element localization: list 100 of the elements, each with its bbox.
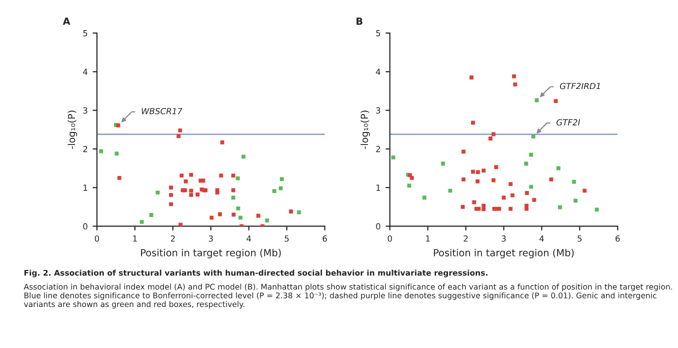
point — [410, 176, 414, 180]
point — [201, 178, 206, 183]
point — [265, 218, 270, 222]
point — [534, 98, 539, 102]
y-tick-label: 5 — [83, 30, 88, 36]
y-tick-label: 3 — [83, 107, 88, 114]
point — [391, 155, 396, 160]
point — [513, 82, 518, 86]
x-axis-title: Position in target region (Mb) — [141, 248, 281, 258]
point — [476, 206, 481, 211]
point — [114, 152, 119, 156]
point — [441, 162, 445, 166]
y-tick-label: 1 — [84, 184, 88, 191]
point — [529, 184, 534, 189]
point — [470, 76, 474, 80]
annotation: GTF2IRD1 — [560, 82, 600, 90]
point — [236, 206, 240, 210]
x-tick-label: 1 — [426, 235, 430, 242]
point — [117, 176, 122, 180]
chart-title: B — [356, 18, 362, 25]
point — [531, 134, 536, 139]
point — [180, 174, 184, 178]
point — [554, 99, 558, 104]
point — [218, 212, 222, 216]
point — [256, 214, 260, 218]
x-tick-label: 5 — [578, 235, 582, 242]
point — [176, 134, 181, 138]
point — [476, 179, 480, 184]
x-tick-label: 2 — [464, 235, 468, 242]
point — [215, 190, 220, 195]
point — [232, 212, 236, 217]
x-tick-label: 2 — [170, 235, 175, 242]
point — [532, 198, 536, 202]
point — [488, 136, 492, 140]
point — [116, 123, 120, 128]
point — [448, 188, 452, 193]
point — [184, 179, 188, 184]
point — [574, 198, 578, 203]
point — [140, 220, 144, 224]
point — [482, 168, 486, 173]
y-tick-label: 4 — [376, 68, 380, 75]
point — [476, 170, 480, 174]
point — [594, 208, 599, 212]
point — [494, 165, 498, 170]
point — [280, 177, 284, 182]
y-tick-label: 2 — [83, 146, 88, 152]
point — [549, 177, 554, 182]
point — [510, 193, 514, 198]
point — [289, 210, 293, 214]
y-tick-label: 4 — [83, 68, 88, 75]
point — [219, 174, 224, 178]
point — [556, 166, 560, 170]
point — [460, 204, 465, 209]
point — [508, 182, 513, 186]
point — [524, 206, 528, 211]
point — [462, 177, 466, 182]
point — [512, 74, 516, 78]
point — [210, 216, 214, 220]
point — [231, 174, 236, 178]
point — [238, 216, 242, 220]
point — [220, 140, 224, 144]
point — [482, 207, 486, 212]
y-tick-label: 0 — [376, 223, 380, 230]
y-axis-title: -log₁₀(P) — [360, 110, 370, 149]
point — [524, 162, 528, 166]
point — [169, 202, 173, 206]
point — [529, 152, 534, 157]
point — [407, 184, 412, 188]
x-tick-label: 1 — [133, 235, 137, 242]
point — [471, 170, 475, 174]
point — [558, 205, 562, 210]
point — [296, 210, 301, 214]
x-tick-label: 4 — [246, 235, 252, 242]
x-tick-label: 0 — [388, 235, 392, 242]
point — [99, 149, 104, 154]
point — [242, 154, 246, 159]
y-tick-label: 0 — [83, 223, 88, 230]
point — [582, 188, 587, 193]
point — [524, 191, 529, 195]
x-axis-title: Position in target region (Mb) — [434, 248, 574, 258]
point — [492, 178, 496, 182]
point — [492, 132, 496, 136]
y-axis-title: -log₁₀(P) — [68, 110, 78, 149]
point — [189, 172, 194, 177]
point — [471, 120, 475, 125]
point — [178, 128, 182, 132]
point — [502, 196, 506, 200]
point — [189, 192, 194, 197]
point — [178, 222, 182, 226]
point — [472, 200, 476, 204]
point — [422, 196, 426, 200]
point — [572, 180, 576, 184]
point — [462, 150, 466, 154]
point — [149, 213, 154, 217]
point — [196, 192, 200, 196]
y-tick-label: 2 — [376, 146, 380, 152]
point — [156, 190, 160, 195]
point — [272, 189, 276, 194]
x-tick-label: 6 — [322, 235, 327, 242]
x-tick-label: 3 — [208, 235, 213, 242]
